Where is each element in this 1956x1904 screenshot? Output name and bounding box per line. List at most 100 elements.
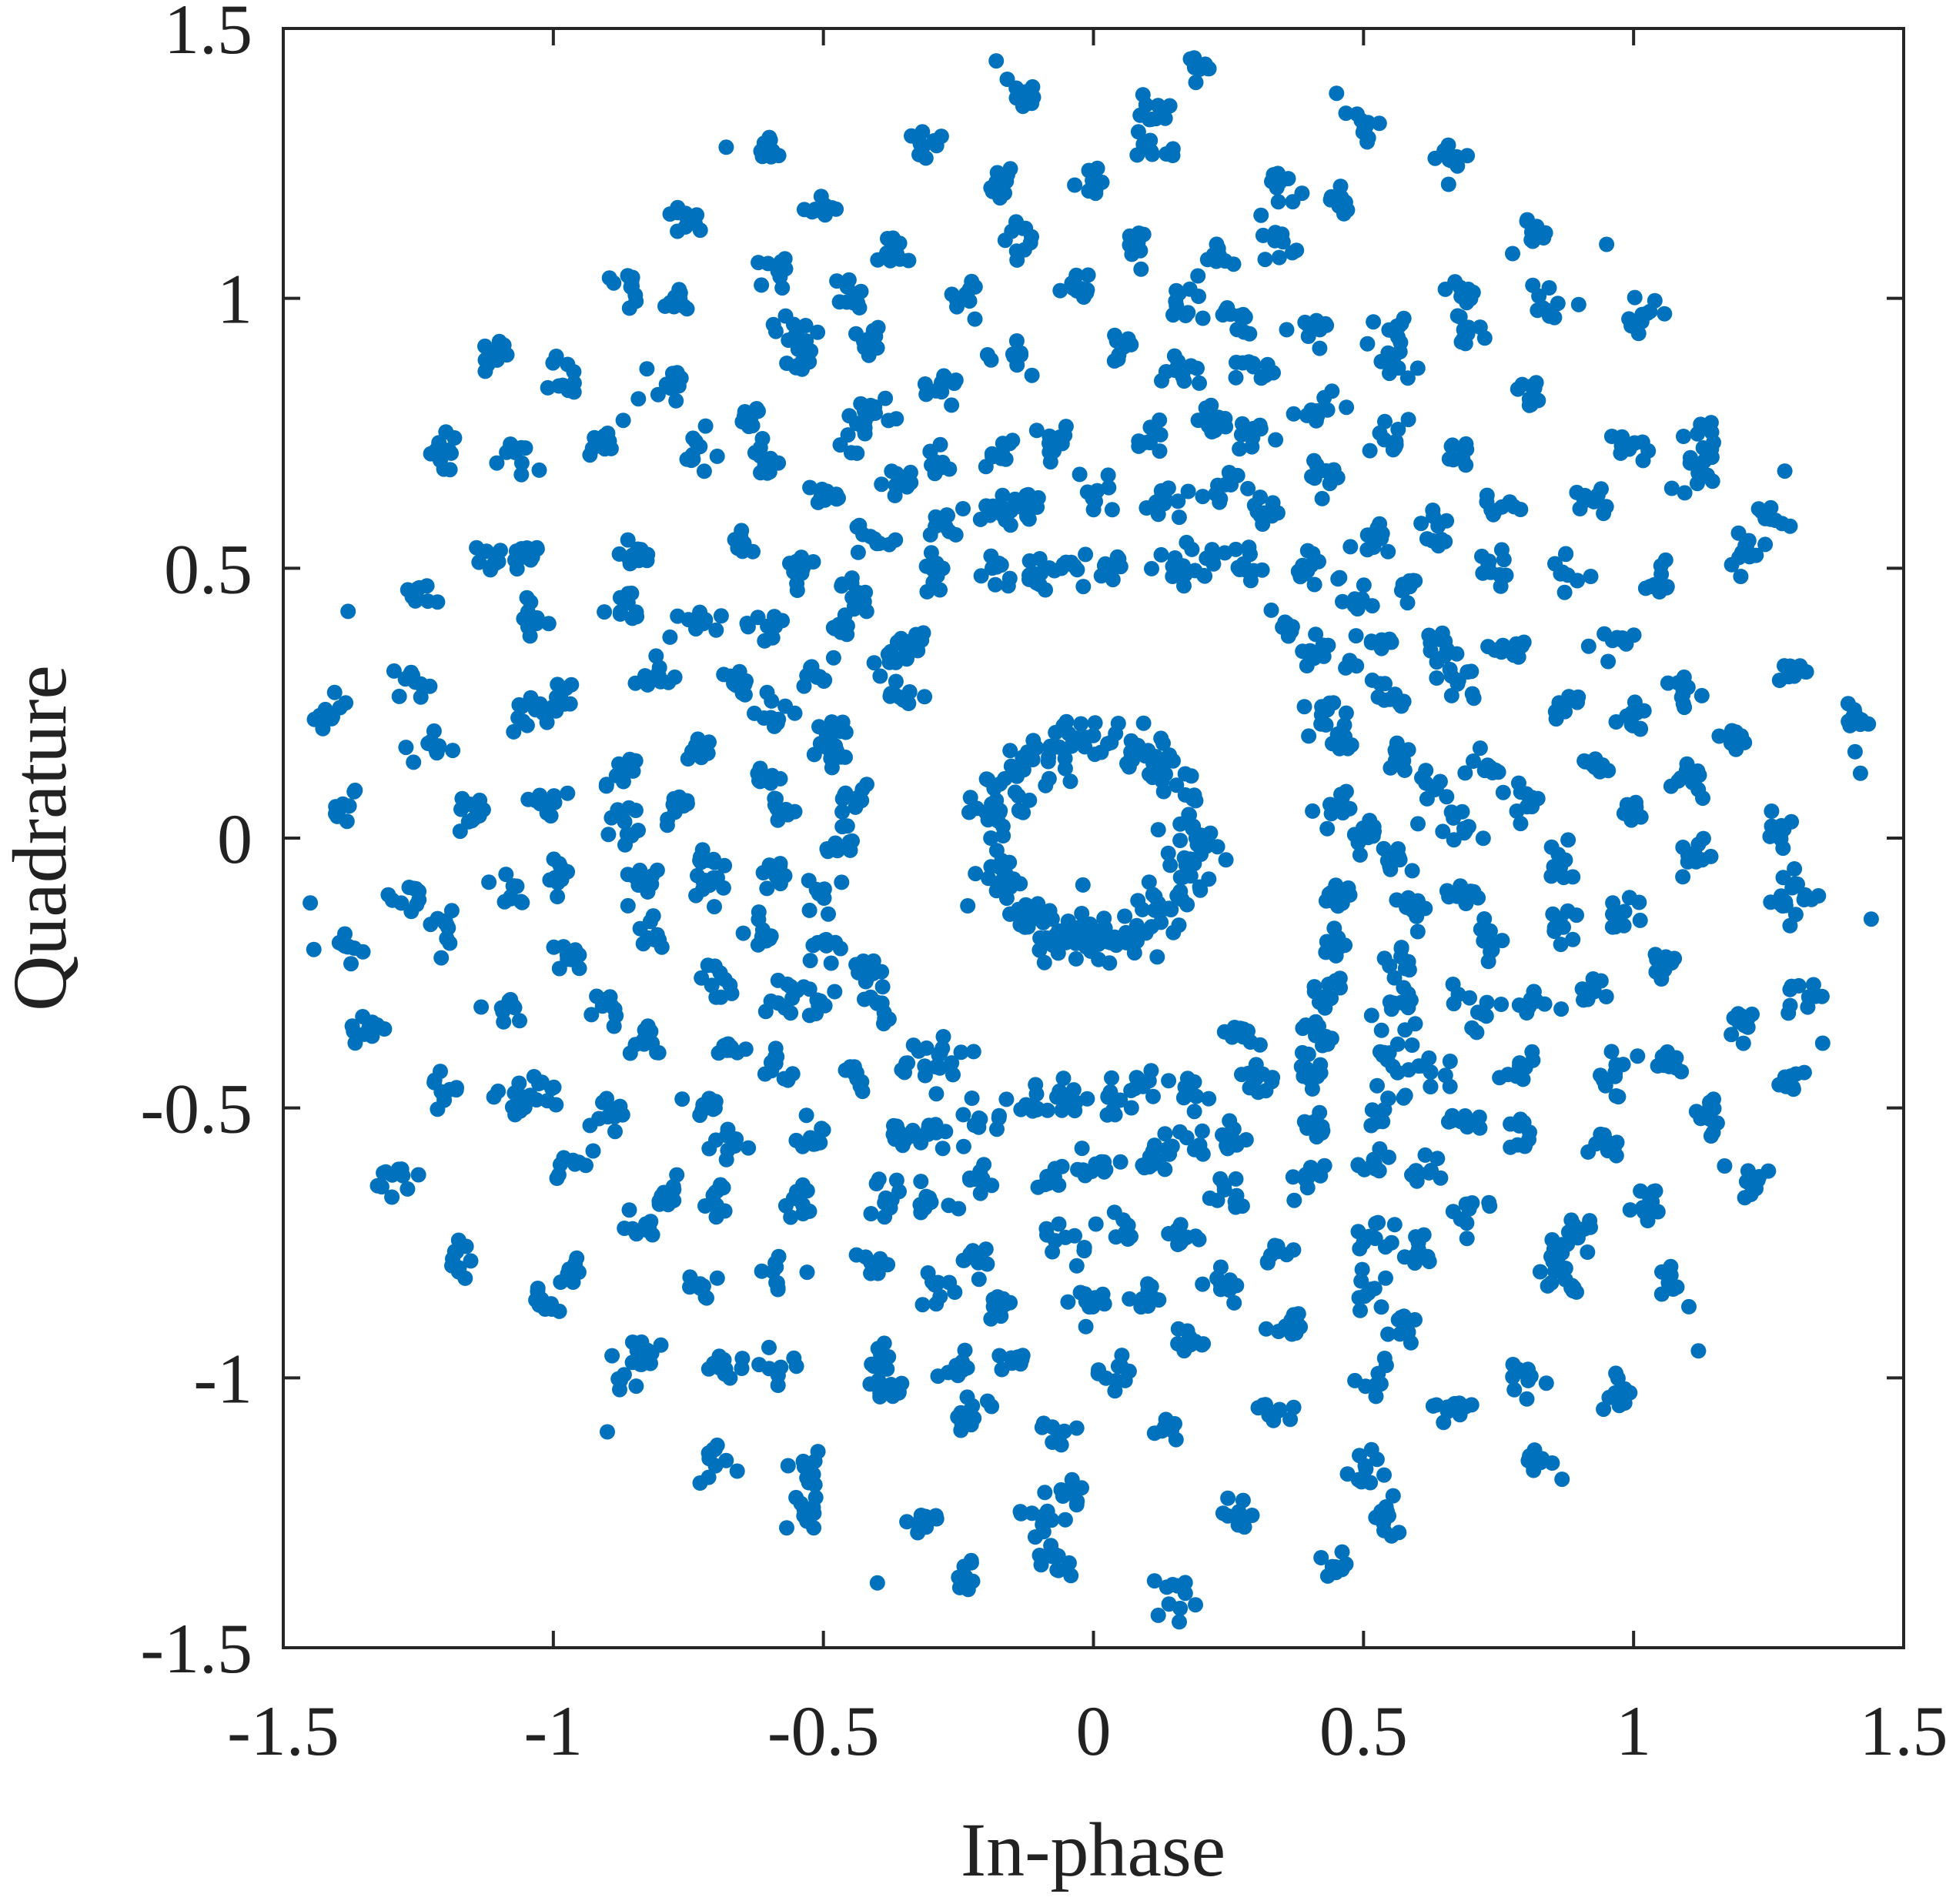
data-point <box>1242 1034 1259 1050</box>
data-point <box>1306 470 1322 486</box>
data-point <box>1039 1168 1055 1184</box>
data-point <box>978 459 994 475</box>
data-point <box>668 392 684 409</box>
data-point <box>627 675 644 691</box>
data-point <box>473 999 490 1015</box>
data-point <box>1177 566 1193 583</box>
data-point <box>694 1102 711 1118</box>
data-point <box>1441 451 1457 467</box>
data-point <box>986 780 1002 797</box>
data-point <box>479 543 495 560</box>
data-point <box>1675 869 1691 885</box>
data-point <box>727 677 744 693</box>
data-point <box>1401 1062 1416 1078</box>
data-point <box>888 532 904 548</box>
data-point <box>1495 784 1511 800</box>
data-point <box>1404 863 1420 879</box>
data-point <box>306 941 322 957</box>
data-point <box>1852 717 1868 733</box>
data-point <box>1362 443 1378 459</box>
data-point <box>1085 172 1101 189</box>
data-point <box>787 705 803 721</box>
data-point <box>1493 644 1510 660</box>
data-point <box>600 426 616 441</box>
data-point <box>674 1091 690 1107</box>
data-point <box>941 461 958 477</box>
data-point <box>1399 595 1416 611</box>
data-point <box>1787 861 1803 877</box>
data-point <box>1002 161 1018 177</box>
data-point <box>1135 1078 1151 1094</box>
data-point <box>789 983 805 999</box>
data-point <box>1724 556 1740 573</box>
data-point <box>1038 582 1053 598</box>
data-point <box>398 740 414 756</box>
data-point <box>679 796 695 812</box>
data-point <box>805 937 821 954</box>
data-point <box>1272 1401 1288 1418</box>
data-point <box>961 804 977 820</box>
data-point <box>841 834 858 850</box>
data-point <box>717 1366 733 1382</box>
data-point <box>1374 526 1390 542</box>
data-point <box>1376 1467 1392 1483</box>
data-point <box>1579 986 1595 1002</box>
data-point <box>1222 1113 1238 1129</box>
data-point <box>1263 602 1279 618</box>
data-point <box>1130 893 1146 909</box>
data-point <box>1329 469 1346 486</box>
data-point <box>1090 1365 1106 1381</box>
data-point <box>1330 898 1346 914</box>
data-point <box>1182 868 1199 884</box>
data-point <box>1286 1399 1302 1415</box>
data-point <box>542 872 558 888</box>
data-point <box>1188 830 1204 846</box>
data-point <box>1108 726 1124 742</box>
data-point <box>1410 816 1426 832</box>
data-point <box>1321 886 1337 902</box>
data-point <box>547 794 563 810</box>
data-point <box>662 629 678 645</box>
data-point <box>1373 1299 1389 1315</box>
data-point <box>1021 567 1037 583</box>
data-point <box>640 872 656 888</box>
data-point <box>559 947 575 964</box>
data-point <box>1062 773 1078 790</box>
data-point <box>1354 1261 1370 1278</box>
data-point <box>1051 1216 1067 1232</box>
data-point <box>640 1018 656 1034</box>
data-point <box>615 413 631 429</box>
data-point <box>1363 1007 1379 1024</box>
data-point <box>1515 1071 1531 1087</box>
data-point <box>1657 306 1673 322</box>
x-axis-label: In-phase <box>961 1807 1225 1892</box>
data-point <box>1320 977 1336 992</box>
data-point <box>802 479 818 496</box>
data-point <box>1570 689 1587 705</box>
data-point <box>1068 950 1084 967</box>
data-point <box>1002 906 1018 922</box>
data-point <box>1005 433 1021 449</box>
data-point <box>1545 906 1561 922</box>
data-point <box>1560 832 1577 848</box>
data-point <box>1220 1490 1236 1506</box>
data-point <box>1487 503 1503 519</box>
data-point <box>1502 495 1518 511</box>
data-point <box>1382 958 1398 974</box>
data-point <box>1336 717 1352 733</box>
data-point <box>796 557 812 573</box>
data-point <box>870 252 886 268</box>
data-point <box>624 585 640 601</box>
data-point <box>1010 760 1026 776</box>
data-point <box>1690 1343 1707 1359</box>
data-point <box>1464 1020 1480 1036</box>
data-point <box>771 455 787 471</box>
data-point <box>872 1388 888 1405</box>
data-point <box>1338 705 1354 721</box>
data-point <box>823 955 839 971</box>
data-point <box>1493 997 1510 1012</box>
data-point <box>856 333 871 349</box>
data-point <box>1150 822 1166 838</box>
data-point <box>1475 830 1491 847</box>
data-point <box>1777 463 1793 479</box>
